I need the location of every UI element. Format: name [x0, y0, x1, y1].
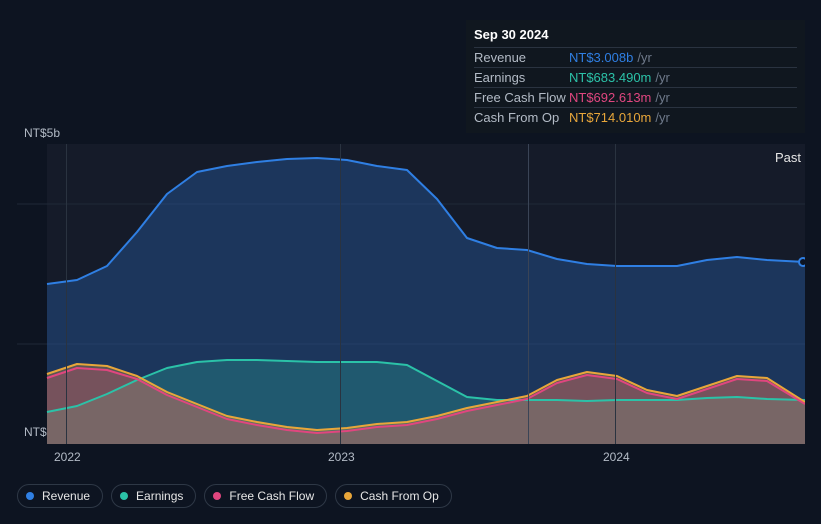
- legend-dot-icon: [213, 492, 221, 500]
- legend-item-revenue[interactable]: Revenue: [17, 484, 103, 508]
- tooltip-row-value: NT$692.613m: [569, 90, 651, 105]
- hover-marker-line: [528, 144, 529, 444]
- grid-line: [66, 144, 67, 444]
- legend-dot-icon: [26, 492, 34, 500]
- tooltip-row-unit: /yr: [655, 90, 669, 105]
- tooltip-row-label: Earnings: [474, 70, 569, 85]
- x-axis-label: 2022: [54, 450, 81, 464]
- legend-item-cash-from-op[interactable]: Cash From Op: [335, 484, 452, 508]
- chart-container: Sep 30 2024 RevenueNT$3.008b/yrEarningsN…: [0, 0, 821, 524]
- tooltip-row-value: NT$714.010m: [569, 110, 651, 125]
- tooltip-row: EarningsNT$683.490m/yr: [474, 67, 797, 87]
- tooltip-row-label: Cash From Op: [474, 110, 569, 125]
- legend-label: Revenue: [42, 489, 90, 503]
- legend-dot-icon: [120, 492, 128, 500]
- x-axis-label: 2024: [603, 450, 630, 464]
- chart-tooltip: Sep 30 2024 RevenueNT$3.008b/yrEarningsN…: [466, 20, 805, 133]
- legend-item-free-cash-flow[interactable]: Free Cash Flow: [204, 484, 327, 508]
- grid-line: [615, 144, 616, 444]
- x-axis-label: 2023: [328, 450, 355, 464]
- legend-dot-icon: [344, 492, 352, 500]
- past-label: Past: [775, 150, 801, 165]
- legend-label: Free Cash Flow: [229, 489, 314, 503]
- tooltip-row-value: NT$3.008b: [569, 50, 633, 65]
- tooltip-row-label: Free Cash Flow: [474, 90, 569, 105]
- grid-line: [340, 144, 341, 444]
- tooltip-row-unit: /yr: [655, 110, 669, 125]
- legend-item-earnings[interactable]: Earnings: [111, 484, 196, 508]
- tooltip-row-unit: /yr: [655, 70, 669, 85]
- series-end-marker: [799, 258, 805, 266]
- y-axis-top-label: NT$5b: [24, 126, 60, 140]
- tooltip-date: Sep 30 2024: [474, 24, 797, 47]
- chart-plot[interactable]: [17, 144, 805, 444]
- legend-label: Cash From Op: [360, 489, 439, 503]
- tooltip-row: Free Cash FlowNT$692.613m/yr: [474, 87, 797, 107]
- tooltip-row-value: NT$683.490m: [569, 70, 651, 85]
- tooltip-row: Cash From OpNT$714.010m/yr: [474, 107, 797, 127]
- tooltip-row-unit: /yr: [637, 50, 651, 65]
- tooltip-row: RevenueNT$3.008b/yr: [474, 47, 797, 67]
- tooltip-row-label: Revenue: [474, 50, 569, 65]
- chart-legend: Revenue Earnings Free Cash Flow Cash From O…: [17, 484, 452, 508]
- legend-label: Earnings: [136, 489, 183, 503]
